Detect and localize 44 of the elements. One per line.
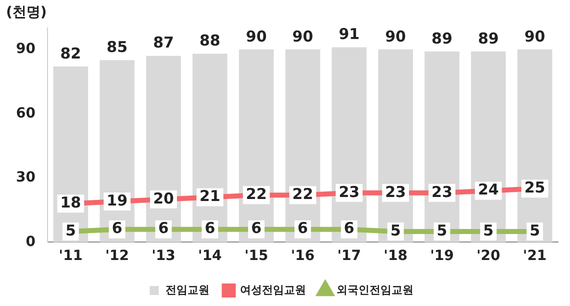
- y-axis-title: (천명): [6, 4, 47, 21]
- data-label: 82: [60, 44, 82, 62]
- data-label: 90: [292, 27, 314, 46]
- x-tick-label: '21: [522, 248, 547, 264]
- legend-label: 외국인전임교원: [336, 283, 414, 296]
- data-label: 5: [530, 221, 540, 240]
- data-label: 90: [246, 27, 267, 46]
- data-label: 6: [204, 219, 216, 238]
- y-tick-label: 30: [16, 170, 36, 186]
- data-label: 6: [158, 219, 169, 238]
- x-tick-label: '18: [384, 248, 408, 264]
- data-label: 85: [106, 38, 128, 56]
- x-tick-label: '13: [152, 248, 176, 264]
- x-tick-label: '16: [290, 248, 315, 264]
- data-label: 6: [298, 219, 308, 238]
- legend-label: 전임교원: [165, 283, 210, 296]
- y-tick-label: 0: [26, 234, 36, 250]
- x-tick-label: '14: [198, 248, 222, 264]
- data-label: 91: [338, 25, 360, 44]
- data-label: 19: [106, 191, 128, 210]
- x-tick-label: '19: [430, 248, 454, 264]
- data-label: 6: [251, 219, 262, 238]
- data-label: 5: [390, 221, 401, 240]
- x-tick-label: '20: [476, 248, 501, 264]
- data-label: 5: [65, 221, 76, 240]
- data-label: 22: [246, 184, 267, 203]
- data-label: 6: [344, 219, 354, 238]
- data-label: 87: [153, 34, 174, 52]
- data-label: 88: [199, 32, 220, 50]
- x-tick-label: '17: [337, 248, 362, 264]
- x-tick-label: '11: [58, 248, 83, 264]
- data-label: 5: [436, 221, 448, 240]
- data-label: 90: [385, 27, 406, 46]
- data-label: 89: [478, 29, 499, 48]
- data-label: 6: [112, 219, 122, 238]
- x-tick-label: '12: [105, 248, 129, 264]
- data-label: 22: [292, 184, 314, 203]
- data-label: 5: [483, 221, 494, 240]
- legend-label: 여성전임교원: [240, 283, 306, 296]
- data-label: 90: [524, 27, 546, 46]
- y-tick-label: 90: [16, 41, 36, 58]
- x-tick-label: '15: [244, 248, 268, 264]
- y-tick-label: 60: [16, 105, 36, 122]
- data-label: 89: [432, 29, 452, 48]
